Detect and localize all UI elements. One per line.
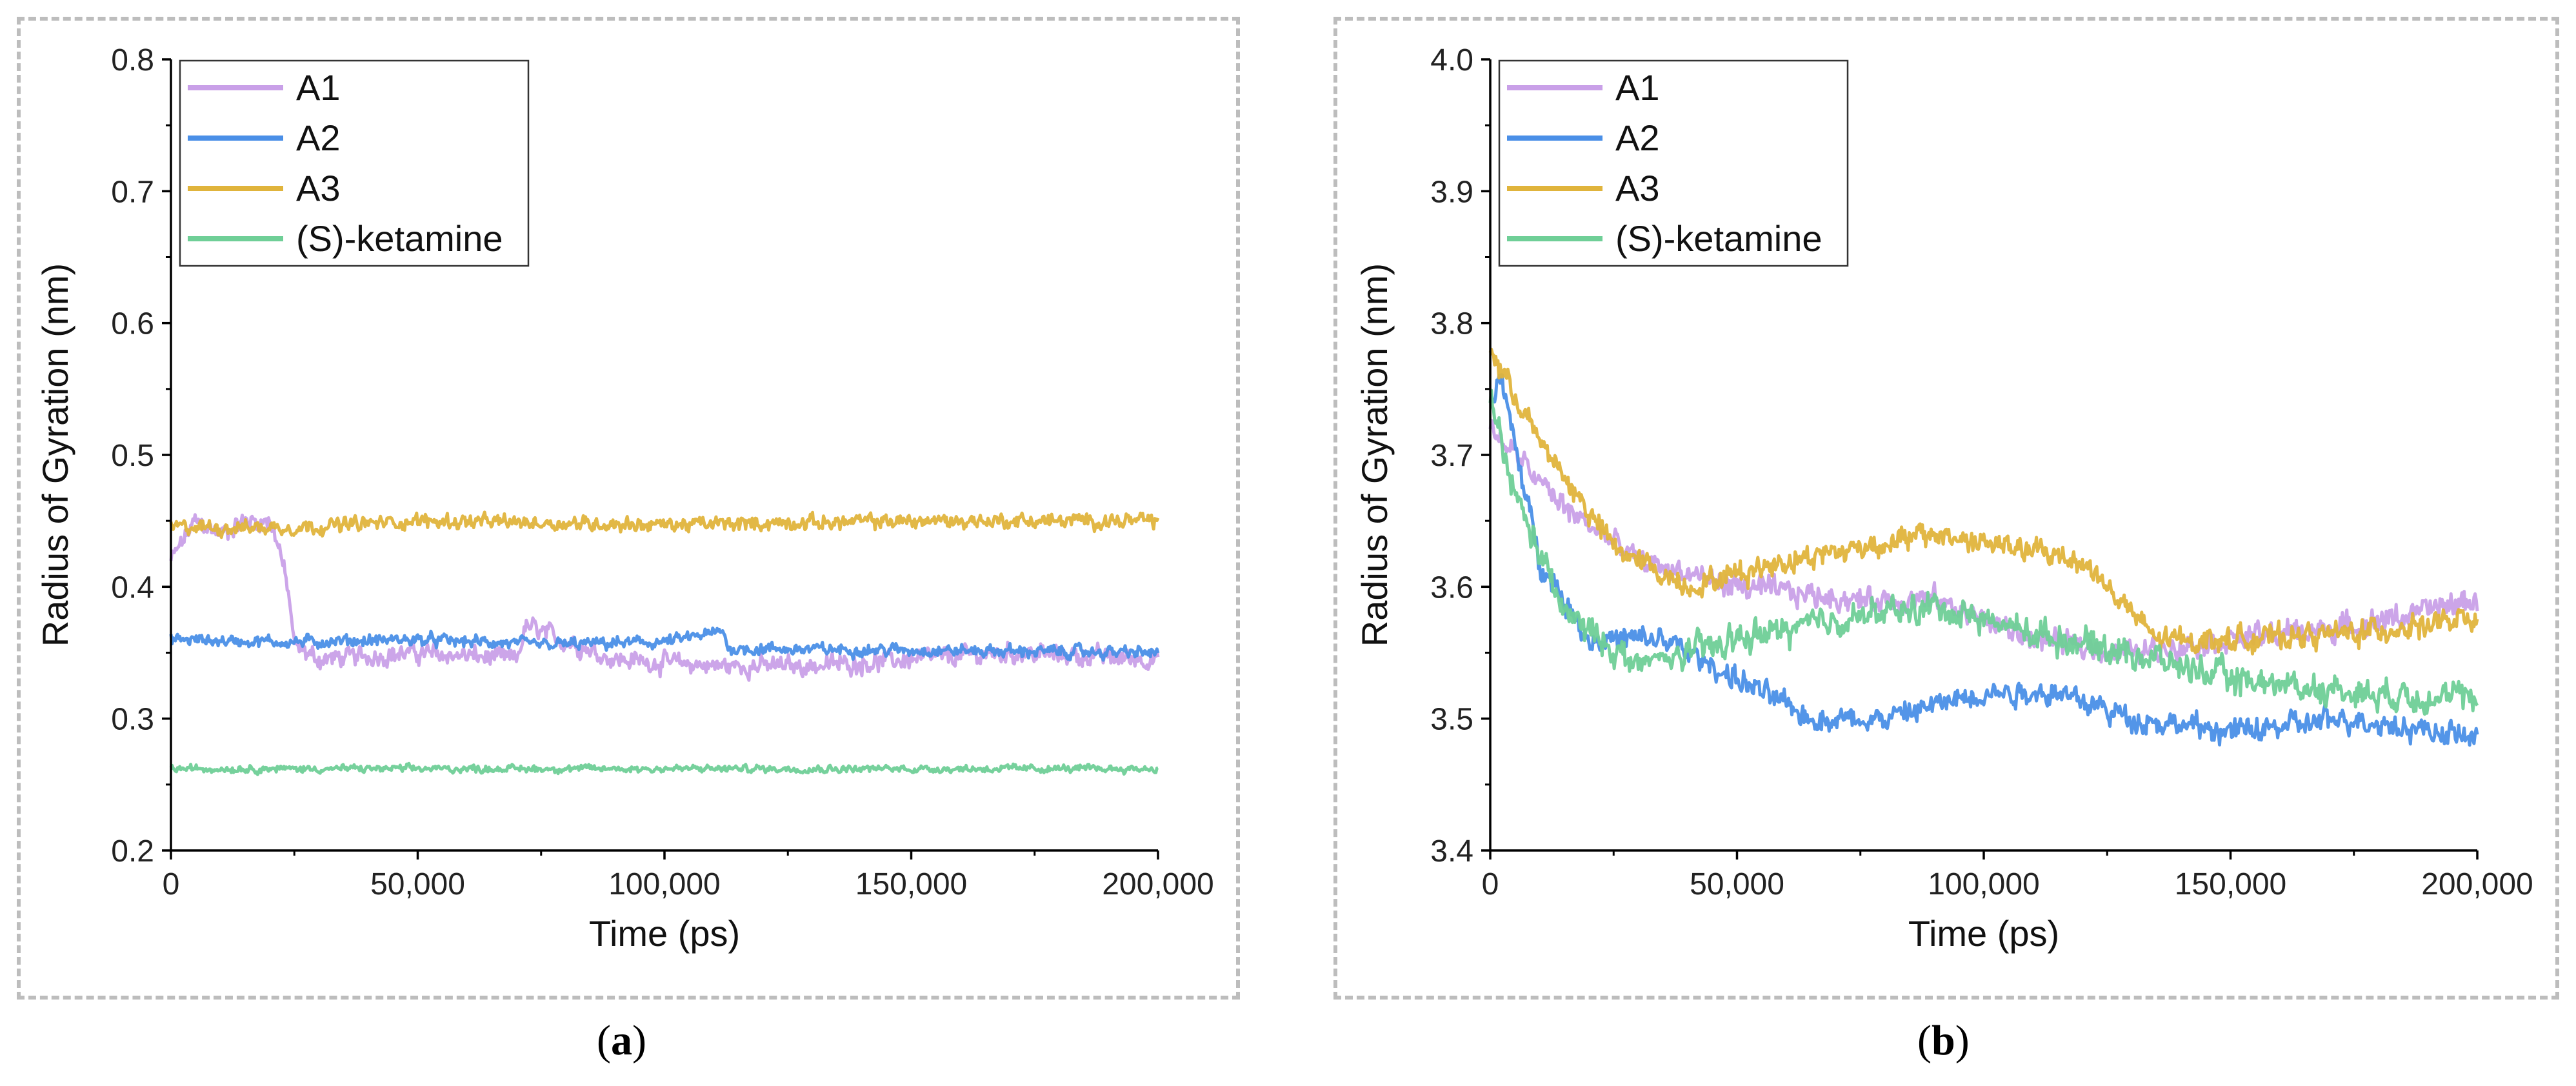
y-tick-label-b: 3.8: [1430, 307, 1473, 341]
panel-a-frame: [17, 17, 1240, 1000]
y-axis-title-b: Radius of Gyration (nm): [1354, 263, 1395, 647]
series-line-a-sketamine: [169, 761, 1159, 776]
panel-b-frame: [1333, 17, 2559, 1000]
caption-b: (b): [1917, 1017, 1970, 1064]
x-axis-title-b: Time (ps): [1908, 913, 2059, 954]
y-tick-label-b: 3.4: [1430, 834, 1473, 869]
x-tick-label-a: 0: [163, 867, 180, 901]
legend-label-b: A1: [1615, 67, 1660, 108]
y-tick-label-b: 3.5: [1430, 703, 1473, 737]
y-tick-label-a: 0.5: [111, 439, 154, 473]
legend-label-a: A1: [296, 67, 341, 108]
caption-a-letter: a: [610, 1017, 632, 1064]
y-tick-label-a: 0.8: [111, 43, 154, 77]
legend-label-b: A3: [1615, 168, 1660, 208]
y-axis-title-a: Radius of Gyration (nm): [35, 263, 75, 647]
y-tick-label-b: 3.7: [1430, 439, 1473, 473]
x-tick-label-a: 200,000: [1102, 867, 1214, 901]
y-tick-label-a: 0.2: [111, 834, 154, 869]
series-line-b-a3: [1488, 347, 2479, 656]
x-tick-label-b: 200,000: [2421, 867, 2533, 901]
y-tick-label-b: 3.6: [1430, 570, 1473, 605]
caption-a: (a): [597, 1017, 646, 1064]
series-line-a-a2: [169, 626, 1160, 662]
legend-label-a: A3: [296, 168, 341, 208]
legend-label-b: (S)-ketamine: [1615, 218, 1822, 259]
x-tick-label-b: 100,000: [1928, 867, 2040, 901]
series-line-b-sketamine: [1488, 388, 2479, 716]
legend-box-b: [1498, 59, 1849, 267]
series-line-a-a3: [169, 510, 1160, 539]
legend-box-a: [179, 59, 530, 267]
caption-b-letter: b: [1931, 1017, 1955, 1064]
y-tick-label-a: 0.4: [111, 570, 154, 605]
x-tick-label-b: 50,000: [1690, 867, 1784, 901]
series-line-b-a2: [1490, 373, 2479, 747]
series-line-a-a1: [169, 513, 1160, 682]
legend-label-a: A2: [296, 117, 341, 158]
x-tick-label-a: 50,000: [370, 867, 465, 901]
x-tick-label-b: 150,000: [2175, 867, 2287, 901]
y-tick-label-a: 0.6: [111, 307, 154, 341]
x-tick-label-a: 150,000: [855, 867, 968, 901]
y-tick-label-b: 4.0: [1430, 43, 1473, 77]
legend-label-a: (S)-ketamine: [296, 218, 503, 259]
y-tick-label-a: 0.3: [111, 703, 154, 737]
y-tick-label-b: 3.9: [1430, 175, 1473, 209]
y-tick-label-a: 0.7: [111, 175, 154, 209]
x-axis-title-a: Time (ps): [589, 913, 740, 954]
x-tick-label-a: 100,000: [608, 867, 721, 901]
x-tick-label-b: 0: [1482, 867, 1499, 901]
legend-label-b: A2: [1615, 117, 1660, 158]
